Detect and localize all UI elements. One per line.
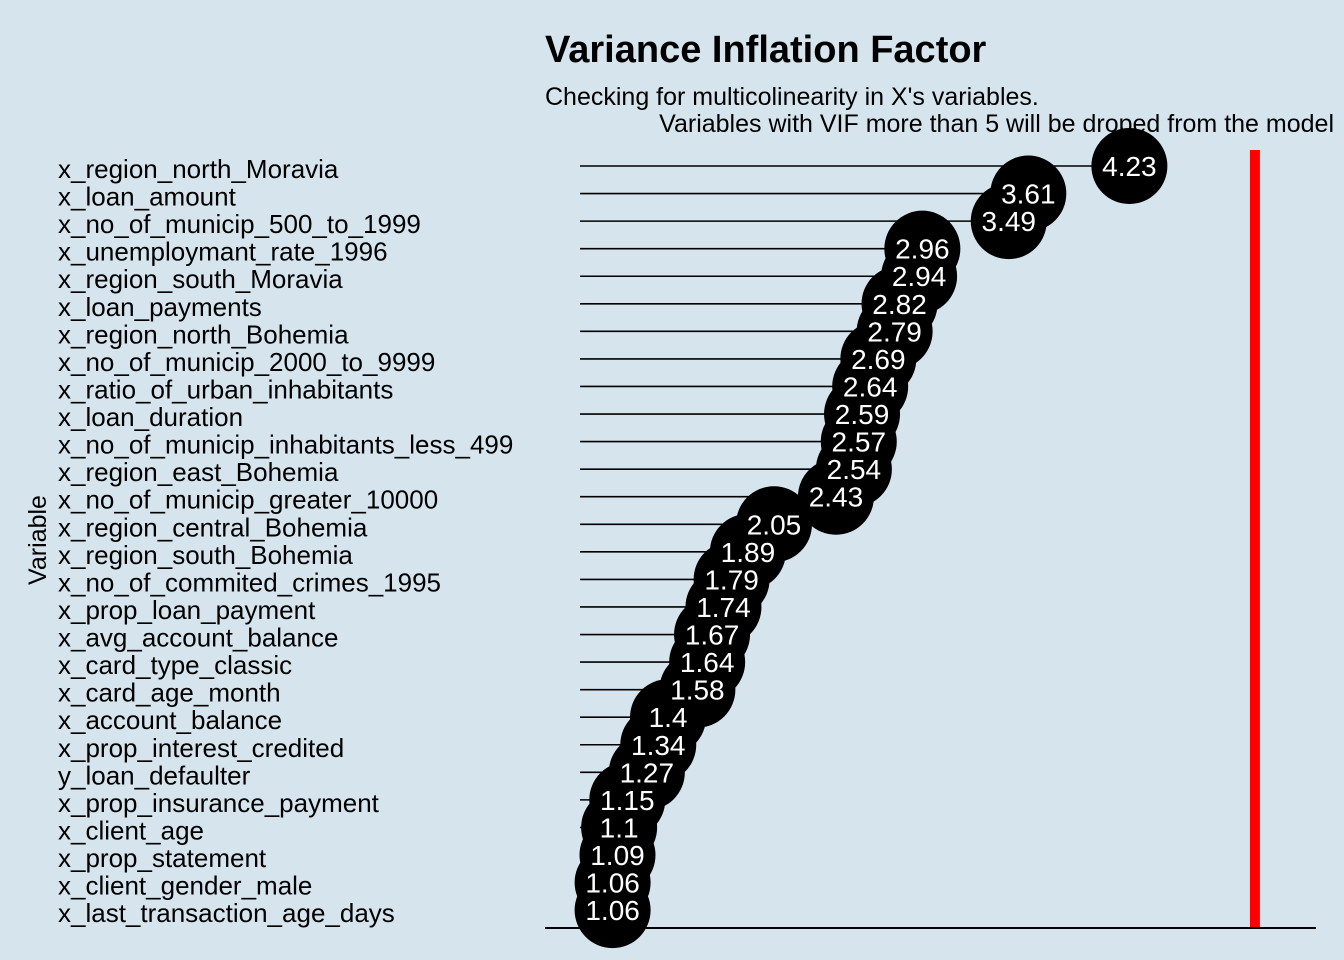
category-label-25: x_prop_statement (58, 843, 267, 873)
value-label-1: 3.61 (1001, 179, 1056, 210)
category-label-24: x_client_age (58, 815, 204, 845)
value-label-7: 2.69 (851, 344, 906, 375)
value-label-20: 1.4 (649, 702, 688, 733)
chart-marks: 4.23 3.613.49 2.962.942.822.792.692.642.59… (58, 128, 1316, 949)
value-label-16: 1.74 (696, 592, 751, 623)
category-label-6: x_region_north_Bohemia (58, 319, 349, 349)
category-label-4: x_region_south_Moravia (58, 264, 343, 294)
category-label-18: x_card_type_classic (58, 650, 292, 680)
category-label-14: x_region_south_Bohemia (58, 540, 353, 570)
value-label-25: 1.09 (590, 840, 645, 871)
category-label-1: x_loan_amount (58, 182, 237, 212)
value-label-4: 2.94 (892, 261, 947, 292)
value-label-11: 2.54 (827, 454, 882, 485)
value-label-9: 2.59 (835, 399, 890, 430)
points (574, 128, 1168, 949)
point-0 (1091, 128, 1168, 204)
value-label-19: 1.58 (670, 675, 725, 706)
value-label-26: 1.06 (585, 868, 640, 899)
point-27 (574, 872, 651, 949)
category-label-26: x_client_gender_male (58, 871, 312, 901)
category-label-15: x_no_of_commited_crimes_1995 (58, 567, 441, 597)
category-labels: x_region_north_Moraviax_loan_amountx_no_… (58, 154, 513, 928)
chart-subtitle-line-1: Checking for multicolinearity in X's var… (545, 83, 1039, 111)
value-label-18: 1.64 (680, 647, 735, 678)
value-label-23: 1.15 (600, 785, 655, 816)
category-label-17: x_avg_account_balance (58, 623, 338, 653)
category-label-5: x_loan_payments (58, 292, 262, 322)
point-2 (970, 183, 1047, 260)
value-labels: 4.23 3.613.49 2.962.942.822.792.692.642.59… (585, 151, 1156, 926)
value-label-2: 3.49 (982, 206, 1037, 237)
category-label-3: x_unemploymant_rate_1996 (58, 237, 388, 267)
value-label-22: 1.27 (620, 757, 675, 788)
category-label-27: x_last_transaction_age_days (58, 898, 395, 928)
category-label-20: x_account_balance (58, 705, 282, 735)
value-label-15: 1.79 (704, 564, 759, 595)
y-axis-label: Variable (24, 495, 52, 585)
value-label-10: 2.57 (832, 427, 887, 458)
category-label-23: x_prop_insurance_payment (58, 788, 380, 818)
value-label-6: 2.79 (867, 316, 922, 347)
category-label-13: x_region_central_Bohemia (58, 512, 368, 542)
value-label-27: 1.06 (585, 895, 640, 926)
value-label-13: 2.05 (747, 509, 802, 540)
value-label-5: 2.82 (872, 289, 927, 320)
category-label-19: x_card_age_month (58, 678, 281, 708)
chart-subtitle-line-2: Variables with VIF more than 5 will be d… (659, 110, 1334, 138)
category-label-12: x_no_of_municip_greater_10000 (58, 485, 438, 515)
value-label-14: 1.89 (721, 537, 776, 568)
value-label-8: 2.64 (843, 371, 898, 402)
chart-title: Variance Inflation Factor (545, 29, 987, 71)
category-label-16: x_prop_loan_payment (58, 595, 316, 625)
category-label-22: y_loan_defaulter (58, 760, 251, 790)
value-label-12: 2.43 (809, 482, 864, 513)
category-label-11: x_region_east_Bohemia (58, 457, 339, 487)
category-label-10: x_no_of_municip_inhabitants_less_499 (58, 430, 513, 460)
category-label-8: x_ratio_of_urban_inhabitants (58, 374, 393, 404)
point-12 (797, 458, 874, 535)
category-label-2: x_no_of_municip_500_to_1999 (58, 209, 421, 239)
value-label-21: 1.34 (631, 730, 686, 761)
category-label-9: x_loan_duration (58, 402, 243, 432)
value-label-3: 2.96 (895, 234, 950, 265)
category-label-21: x_prop_interest_credited (58, 733, 344, 763)
value-label-24: 1.1 (600, 812, 639, 843)
category-label-0: x_region_north_Moravia (58, 154, 339, 184)
value-label-17: 1.67 (685, 620, 740, 651)
category-label-7: x_no_of_municip_2000_to_9999 (58, 347, 435, 377)
value-label-0: 4.23 (1102, 151, 1157, 182)
